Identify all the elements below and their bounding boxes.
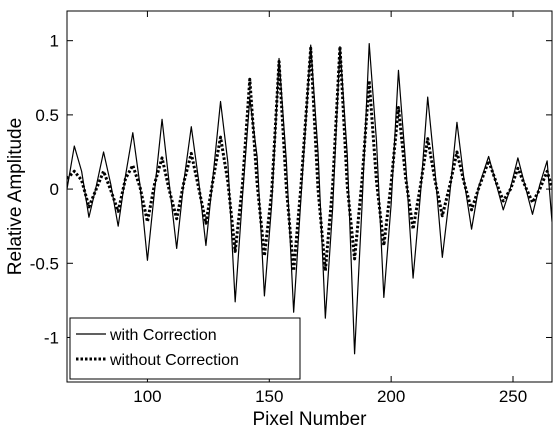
x-tick-label: 100 bbox=[133, 387, 161, 406]
legend-label: with Correction bbox=[109, 327, 217, 344]
plot-area bbox=[67, 43, 552, 355]
series-line-without-correction bbox=[67, 45, 552, 273]
legend-box bbox=[69, 317, 301, 380]
tick-labels: 100 150 200 250 -1 -0.5 0 0.5 1 bbox=[30, 32, 527, 406]
series-line-with-correction bbox=[67, 43, 552, 355]
x-axis-label: Pixel Number bbox=[252, 409, 367, 430]
x-tick-label: 150 bbox=[255, 387, 283, 406]
axes-frame bbox=[66, 10, 553, 383]
y-tick-label: -0.5 bbox=[30, 254, 59, 273]
legend-label: without Correction bbox=[109, 352, 239, 369]
x-tick-label: 200 bbox=[377, 387, 405, 406]
legend: with Correction without Correction bbox=[69, 317, 301, 380]
y-tick-label: 0.5 bbox=[35, 106, 59, 125]
y-axis-label: Relative Amplitude bbox=[5, 118, 26, 275]
y-tick-label: -1 bbox=[44, 328, 59, 347]
y-tick-label: 1 bbox=[50, 32, 59, 51]
y-tick-label: 0 bbox=[50, 180, 59, 199]
x-tick-label: 250 bbox=[499, 387, 527, 406]
